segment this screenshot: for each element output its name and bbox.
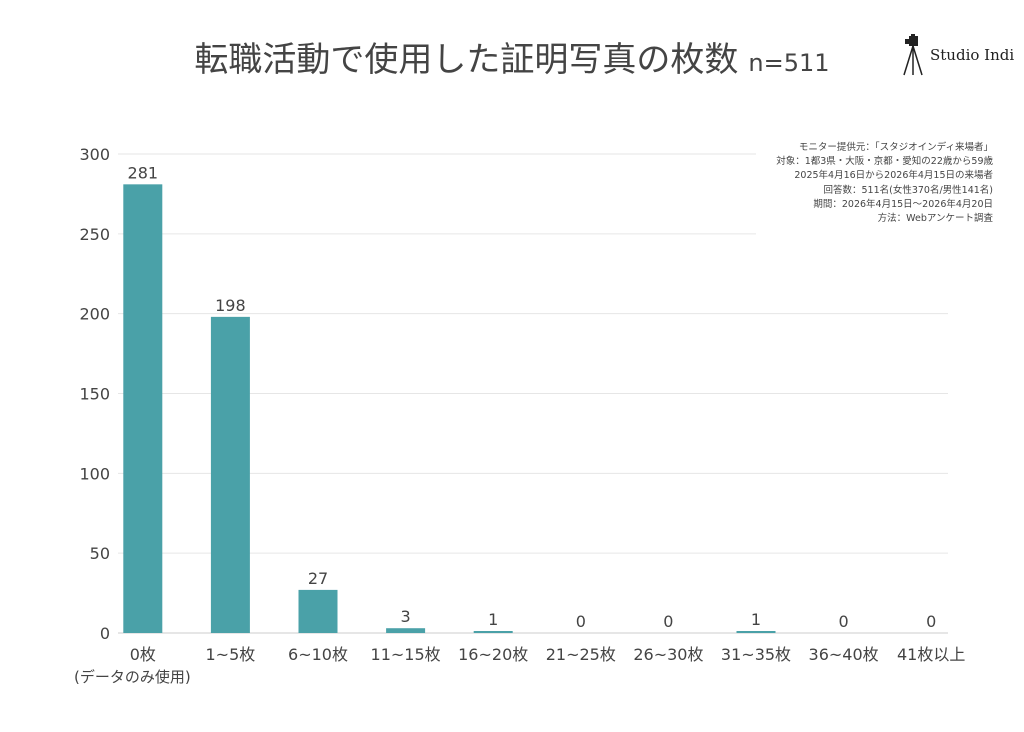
note-line: 2025年4月16日から2026年4月15日の来場者: [794, 170, 993, 182]
data-label: 1: [488, 610, 498, 629]
y-tick-label: 200: [79, 305, 110, 324]
data-label: 27: [308, 569, 328, 588]
x-tick-label: 21~25枚: [546, 645, 616, 664]
data-label: 0: [663, 612, 673, 631]
chart-title-text: 転職活動で使用した証明写真の枚数: [194, 40, 739, 80]
bar: [123, 184, 163, 633]
note-line: 対象：1都3県・大阪・京都・愛知の22歳から59歳: [776, 156, 993, 168]
data-label: 0: [576, 612, 586, 631]
bar: [736, 631, 776, 633]
x-tick-label: 26~30枚: [633, 645, 703, 664]
x-tick-label: 0枚: [130, 645, 156, 664]
y-tick-label: 150: [79, 385, 110, 404]
bar: [298, 589, 338, 633]
data-label: 1: [751, 610, 761, 629]
x-tick-label: 6~10枚: [288, 645, 348, 664]
x-tick-label: 11~15枚: [371, 645, 441, 664]
y-tick-label: 0: [100, 624, 110, 643]
note-line: 回答数：511名(女性370名/男性141名): [823, 184, 993, 196]
x-tick-label: 1~5枚: [206, 645, 256, 664]
camera-tripod-icon: [903, 34, 923, 76]
y-tick-label: 250: [79, 225, 110, 244]
y-tick-label: 100: [79, 464, 110, 483]
x-tick-label: 31~35枚: [721, 645, 791, 664]
bar: [210, 316, 250, 633]
chart-title: 転職活動で使用した証明写真の枚数 n=511: [0, 32, 1024, 81]
x-tick-label: 16~20枚: [458, 645, 528, 664]
bar: [473, 631, 513, 633]
note-line: モニター提供元：「スタジオインディ来場者」: [798, 142, 993, 153]
x-tick-label: 36~40枚: [809, 645, 879, 664]
survey-notes: モニター提供元：「スタジオインディ来場者」 対象：1都3県・大阪・京都・愛知の2…: [776, 141, 993, 226]
data-label: 281: [128, 163, 159, 182]
chart-subtitle: n=511: [748, 49, 830, 77]
data-label: 0: [926, 612, 936, 631]
y-tick-label: 300: [79, 145, 110, 164]
data-label: 3: [401, 607, 411, 626]
data-label: 198: [215, 296, 246, 315]
brand-name: Studio Indi: [930, 46, 1015, 64]
data-label: 0: [839, 612, 849, 631]
brand-logo: Studio Indi: [902, 34, 1014, 76]
note-line: 方法：Webアンケート調査: [877, 213, 993, 225]
category-note: (データのみ使用): [74, 668, 191, 686]
bar: [386, 628, 426, 633]
y-tick-label: 50: [90, 544, 110, 563]
note-line: 期間：2026年4月15日〜2026年4月20日: [813, 198, 993, 210]
x-tick-label: 41枚以上: [897, 645, 965, 664]
